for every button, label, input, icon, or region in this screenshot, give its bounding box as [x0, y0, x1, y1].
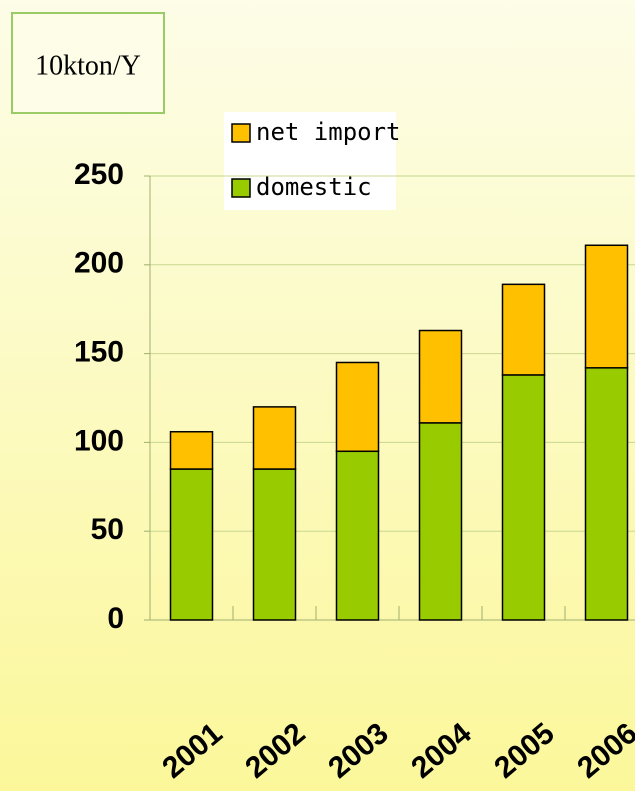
y-tick-label: 150	[74, 336, 124, 369]
bar-segment	[418, 329, 463, 424]
bar-segment	[584, 367, 629, 621]
y-tick-label: 250	[74, 158, 124, 191]
bar-segment	[169, 430, 214, 470]
legend-label: net import	[256, 118, 401, 146]
bar-segment	[335, 361, 380, 453]
legend-swatch	[231, 123, 251, 143]
bar-segment	[252, 406, 297, 470]
bar-segment	[501, 374, 546, 621]
bar-segment	[584, 244, 629, 369]
y-tick-label: 100	[74, 424, 124, 457]
unit-box	[11, 12, 165, 114]
y-tick-label: 200	[74, 247, 124, 280]
legend-label: domestic	[256, 173, 372, 201]
legend-swatch	[231, 178, 251, 198]
bar-segment	[335, 450, 380, 621]
y-axis-label: 10kton/Y	[35, 50, 141, 81]
y-tick-label: 50	[91, 513, 124, 546]
y-tick-label: 0	[107, 602, 124, 635]
bar-segment	[169, 468, 214, 621]
bar-segment	[501, 283, 546, 376]
legend-box	[224, 112, 396, 210]
bar-segment	[418, 422, 463, 621]
bar-segment	[252, 468, 297, 621]
